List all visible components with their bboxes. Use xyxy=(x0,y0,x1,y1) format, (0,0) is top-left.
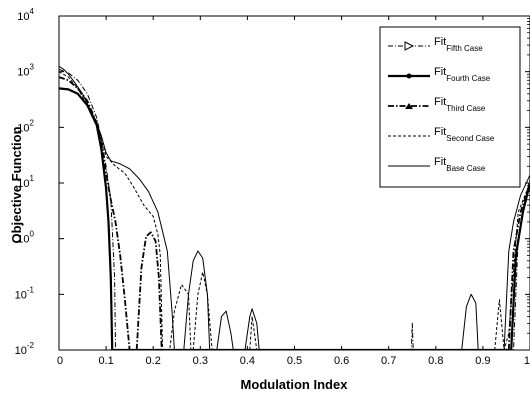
series-line-dashed xyxy=(59,71,530,350)
series-layer xyxy=(59,65,530,350)
ticks-layer: 0 0.1 0.2 0.3 0.4 0.5 0.6 0.7 0.8 0.9 1 10-2 10-1 100… xyxy=(15,7,530,367)
x-tick-label: 0 xyxy=(57,355,63,367)
legend-marker-triangle-up-icon xyxy=(405,103,413,109)
legend-label: FitBase Case xyxy=(434,156,486,173)
legend-label: FitSecond Case xyxy=(434,126,495,143)
x-tick-label: 0.8 xyxy=(428,355,443,367)
x-tick-label: 0.7 xyxy=(381,355,396,367)
x-axis-label: Modulation Index xyxy=(241,377,349,392)
x-tick-label: 0.6 xyxy=(334,355,349,367)
legend-box xyxy=(379,26,521,188)
y-tick-label: 10-1 xyxy=(15,285,35,301)
x-tick-label: 0.4 xyxy=(240,355,255,367)
x-tick-label: 0.2 xyxy=(146,355,161,367)
x-tick-label: 1 xyxy=(524,355,530,367)
series-line-solid xyxy=(59,65,530,350)
y-tick-label: 102 xyxy=(17,118,34,134)
x-tick-label: 0.3 xyxy=(193,355,208,367)
series-line-thick xyxy=(59,87,530,350)
legend-label: FitFourth Case xyxy=(434,66,491,83)
y-tick-label: 101 xyxy=(17,174,34,190)
legend-label: FitThird Case xyxy=(434,96,486,113)
y-tick-label: 10-2 xyxy=(15,341,35,357)
series-line-triangle xyxy=(59,68,530,350)
x-tick-label: 0.1 xyxy=(98,355,113,367)
legend-label: FitFifth Case xyxy=(434,36,483,53)
legend: FitFifth Case FitFourth Case FitThird Case… xyxy=(379,26,521,188)
legend-marker-dot-icon xyxy=(406,73,412,79)
x-tick-label: 0.9 xyxy=(475,355,490,367)
y-tick-label: 100 xyxy=(17,230,34,246)
legend-marker-triangle-icon xyxy=(404,41,415,51)
y-tick-label: 104 xyxy=(17,7,34,23)
x-tick-label: 0.5 xyxy=(287,355,302,367)
y-axis-label: Objective Function xyxy=(9,126,24,243)
y-tick-label: 103 xyxy=(17,63,34,79)
